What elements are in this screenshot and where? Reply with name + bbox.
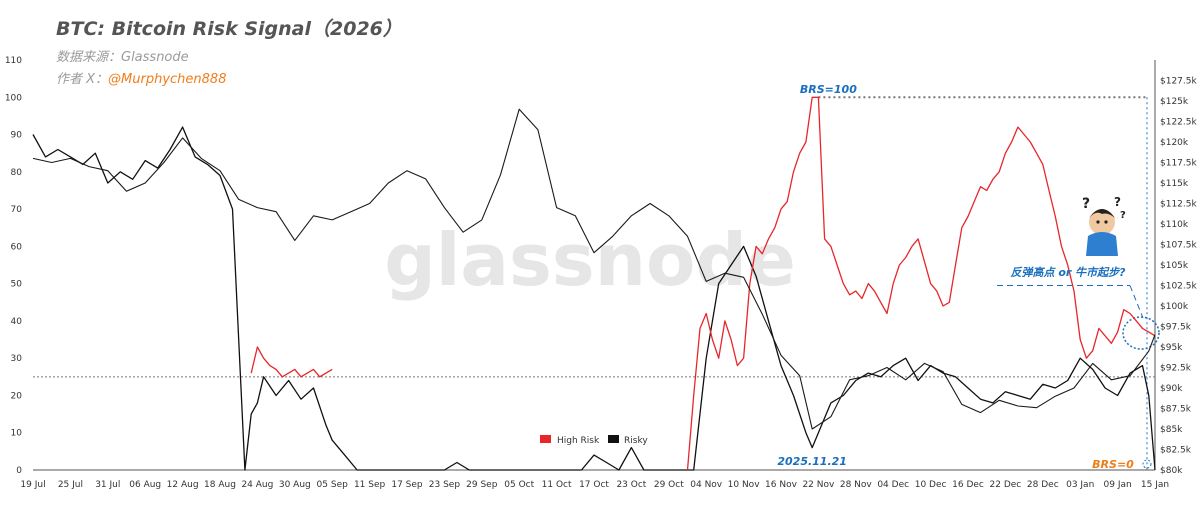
reference-lines bbox=[33, 96, 1160, 470]
x-tick-label: 11 Sep bbox=[354, 480, 386, 490]
right-tick-label: $112.5k bbox=[1160, 200, 1197, 210]
right-tick-label: $80k bbox=[1160, 466, 1183, 476]
x-tick-label: 17 Sep bbox=[391, 480, 423, 490]
annotation-brs0: BRS=0 bbox=[1092, 458, 1134, 471]
x-tick-label: 18 Aug bbox=[204, 480, 236, 490]
high-risk-series-nov bbox=[686, 96, 1156, 471]
author-prefix: 作者 X： bbox=[56, 72, 109, 87]
right-tick-label: $102.5k bbox=[1160, 282, 1197, 292]
x-tick-label: 29 Sep bbox=[466, 480, 498, 490]
x-tick-label: 16 Nov bbox=[765, 480, 798, 490]
watermark: glassnode bbox=[384, 218, 796, 302]
left-tick-label: 70 bbox=[11, 205, 23, 215]
x-tick-label: 31 Jul bbox=[95, 480, 120, 490]
right-tick-label: $90k bbox=[1160, 384, 1183, 394]
svg-text:?: ? bbox=[1114, 195, 1121, 209]
right-tick-label: $127.5k bbox=[1160, 77, 1197, 87]
x-tick-label: 28 Dec bbox=[1027, 480, 1059, 490]
right-tick-label: $87.5k bbox=[1160, 405, 1192, 415]
legend-swatch-high-risk bbox=[540, 435, 551, 443]
right-tick-label: $107.5k bbox=[1160, 241, 1197, 251]
x-tick-label: 16 Dec bbox=[952, 480, 984, 490]
author-handle[interactable]: @Murphychen888 bbox=[108, 72, 227, 87]
x-tick-label: 29 Oct bbox=[654, 480, 684, 490]
annotation-date: 2025.11.21 bbox=[777, 455, 847, 468]
x-tick-label: 24 Aug bbox=[241, 480, 273, 490]
x-tick-label: 12 Aug bbox=[167, 480, 199, 490]
btc-price-line bbox=[32, 108, 1156, 430]
left-tick-label: 40 bbox=[11, 317, 23, 327]
x-tick-label: 10 Dec bbox=[915, 480, 947, 490]
right-tick-label: $100k bbox=[1160, 302, 1189, 312]
highlight-circle bbox=[1122, 316, 1160, 350]
high-risk-series-aug bbox=[250, 346, 333, 378]
x-tick-label: 04 Nov bbox=[690, 480, 723, 490]
x-tick-label: 22 Dec bbox=[990, 480, 1022, 490]
risky-series-line bbox=[32, 126, 1156, 471]
left-tick-label: 20 bbox=[11, 391, 23, 401]
right-tick-label: $115k bbox=[1160, 179, 1189, 189]
legend-label-risky: Risky bbox=[624, 436, 648, 446]
left-tick-label: 90 bbox=[11, 131, 23, 141]
svg-text:?: ? bbox=[1120, 210, 1126, 221]
left-tick-label: 110 bbox=[5, 56, 22, 66]
left-tick-label: 100 bbox=[5, 93, 22, 103]
x-tick-label: 19 Jul bbox=[20, 480, 45, 490]
legend-label-high-risk: High Risk bbox=[557, 436, 600, 446]
left-tick-label: 0 bbox=[16, 466, 22, 476]
legend-swatch-risky bbox=[608, 435, 619, 443]
left-tick-label: 50 bbox=[11, 280, 23, 290]
right-tick-label: $82.5k bbox=[1160, 446, 1192, 456]
right-tick-label: $122.5k bbox=[1160, 118, 1197, 128]
x-tick-label: 04 Dec bbox=[877, 480, 909, 490]
x-tick-label: 30 Aug bbox=[279, 480, 311, 490]
thinking-person-icon: ? ? ? bbox=[1082, 195, 1126, 256]
x-tick-label: 15 Jan bbox=[1141, 480, 1169, 490]
left-tick-label: 30 bbox=[11, 354, 23, 364]
right-tick-label: $125k bbox=[1160, 97, 1189, 107]
left-tick-label: 10 bbox=[11, 429, 23, 439]
x-tick-label: 09 Jan bbox=[1104, 480, 1132, 490]
x-tick-label: 05 Oct bbox=[504, 480, 534, 490]
x-tick-label: 17 Oct bbox=[579, 480, 609, 490]
annotation-question: 反弹高点 or 牛市起步? bbox=[1010, 266, 1126, 279]
right-tick-label: $105k bbox=[1160, 261, 1189, 271]
zero-marker bbox=[1142, 459, 1152, 469]
x-tick-label: 11 Oct bbox=[542, 480, 572, 490]
x-tick-label: 25 Jul bbox=[58, 480, 83, 490]
x-tick-label: 23 Oct bbox=[616, 480, 646, 490]
annotation-brs100: BRS=100 bbox=[800, 83, 857, 96]
right-tick-label: $95k bbox=[1160, 343, 1183, 353]
left-tick-label: 80 bbox=[11, 168, 23, 178]
x-tick-label: 05 Sep bbox=[317, 480, 349, 490]
ref-arrow-line bbox=[1129, 285, 1144, 319]
right-tick-label: $110k bbox=[1160, 220, 1189, 230]
series-layer bbox=[32, 96, 1156, 471]
x-tick-label: 23 Sep bbox=[429, 480, 461, 490]
axis-ticks: 19 Jul 25 Jul 31 Jul 06 Aug 12 Aug 18 Aug 24 A… bbox=[5, 56, 1198, 490]
legend: High Risk Risky bbox=[540, 435, 648, 446]
author-line: 作者 X：@Murphychen888 bbox=[56, 68, 226, 87]
left-tick-label: 60 bbox=[11, 242, 23, 252]
svg-text:?: ? bbox=[1082, 196, 1090, 212]
right-tick-label: $117.5k bbox=[1160, 159, 1197, 169]
x-tick-label: 10 Nov bbox=[728, 480, 761, 490]
chart-title: BTC: Bitcoin Risk Signal（2026） bbox=[56, 18, 402, 40]
right-tick-label: $85k bbox=[1160, 425, 1183, 435]
right-tick-label: $97.5k bbox=[1160, 323, 1192, 333]
x-tick-label: 28 Nov bbox=[840, 480, 873, 490]
x-tick-label: 06 Aug bbox=[129, 480, 161, 490]
right-tick-label: $92.5k bbox=[1160, 364, 1192, 374]
right-tick-label: $120k bbox=[1160, 138, 1189, 148]
annotations: BRS=100 2025.11.21 BRS=0 反弹高点 or 牛市起步? bbox=[777, 83, 1134, 471]
x-tick-label: 22 Nov bbox=[802, 480, 835, 490]
data-source: 数据来源：Glassnode bbox=[56, 50, 189, 65]
x-tick-label: 03 Jan bbox=[1066, 480, 1094, 490]
